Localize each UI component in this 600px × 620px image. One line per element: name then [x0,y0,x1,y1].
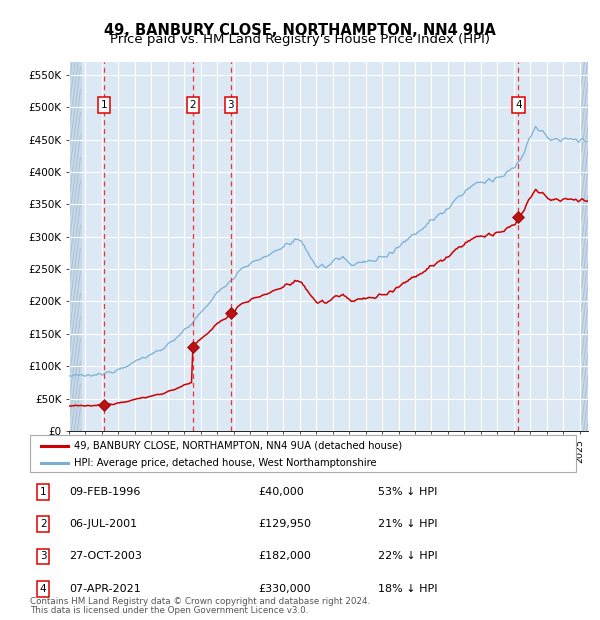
Text: 22% ↓ HPI: 22% ↓ HPI [378,551,437,562]
Bar [69,62,80,431]
Text: Contains HM Land Registry data © Crown copyright and database right 2024.: Contains HM Land Registry data © Crown c… [30,597,370,606]
Text: 3: 3 [40,551,47,562]
Text: HPI: Average price, detached house, West Northamptonshire: HPI: Average price, detached house, West… [74,458,376,468]
Text: £182,000: £182,000 [258,551,311,562]
Text: 1: 1 [40,487,47,497]
FancyBboxPatch shape [30,435,576,472]
Text: 06-JUL-2001: 06-JUL-2001 [69,519,137,529]
Text: Price paid vs. HM Land Registry's House Price Index (HPI): Price paid vs. HM Land Registry's House … [110,33,490,46]
Text: 4: 4 [40,583,47,594]
Text: 07-APR-2021: 07-APR-2021 [69,583,141,594]
Text: £330,000: £330,000 [258,583,311,594]
Text: 09-FEB-1996: 09-FEB-1996 [69,487,140,497]
Text: 2: 2 [40,519,47,529]
Text: 1: 1 [100,100,107,110]
Text: 18% ↓ HPI: 18% ↓ HPI [378,583,437,594]
Text: £129,950: £129,950 [258,519,311,529]
Text: 27-OCT-2003: 27-OCT-2003 [69,551,142,562]
Text: 3: 3 [227,100,234,110]
Text: 4: 4 [515,100,521,110]
Bar [581,62,588,431]
Text: 49, BANBURY CLOSE, NORTHAMPTON, NN4 9UA (detached house): 49, BANBURY CLOSE, NORTHAMPTON, NN4 9UA … [74,441,402,451]
Text: 2: 2 [190,100,196,110]
Text: 53% ↓ HPI: 53% ↓ HPI [378,487,437,497]
Text: £40,000: £40,000 [258,487,304,497]
Text: 21% ↓ HPI: 21% ↓ HPI [378,519,437,529]
Text: 49, BANBURY CLOSE, NORTHAMPTON, NN4 9UA: 49, BANBURY CLOSE, NORTHAMPTON, NN4 9UA [104,23,496,38]
Text: This data is licensed under the Open Government Licence v3.0.: This data is licensed under the Open Gov… [30,606,308,615]
